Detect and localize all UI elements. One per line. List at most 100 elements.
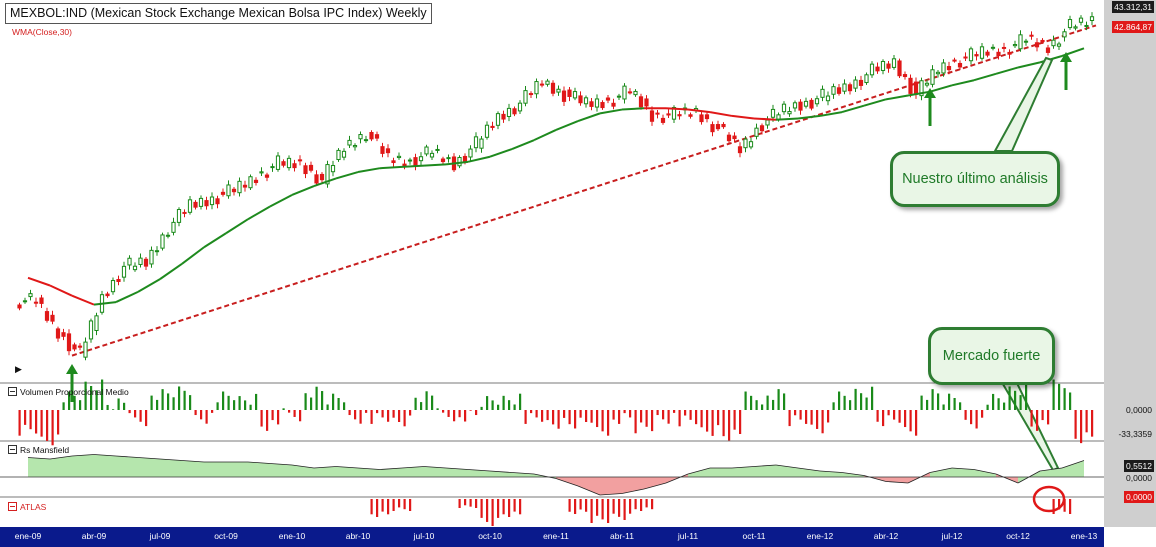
atlas-bar (409, 499, 412, 511)
x-tick-label: jul-09 (149, 531, 171, 541)
atlas-panel-label[interactable]: ATLAS (8, 502, 46, 512)
mansfield-line-segment (357, 467, 381, 470)
atlas-bar (1069, 499, 1072, 514)
candle-body (220, 191, 226, 195)
candle-body (957, 62, 963, 68)
volume-bar (843, 395, 846, 410)
mansfield-line-segment (511, 472, 535, 475)
mansfield-area-segment (358, 468, 380, 477)
candle-body (891, 58, 897, 68)
mansfield-line-segment (269, 463, 293, 466)
candle-body (660, 117, 666, 123)
wma-line-segment (995, 66, 1019, 75)
wma-indicator-label: WMA(Close,30) (12, 27, 72, 37)
mansfield-area-segment (622, 477, 644, 494)
candle-body (424, 146, 429, 155)
candle-body (715, 124, 721, 130)
candle-body (198, 197, 204, 207)
candle-body (732, 135, 737, 140)
volume-bar (739, 410, 742, 434)
atlas-bar (370, 499, 373, 515)
volume-bar (1025, 384, 1028, 410)
mansfield-line-segment (93, 454, 117, 457)
volume-bar (695, 410, 698, 425)
arrow-head-icon (924, 88, 936, 98)
candle-body (759, 125, 765, 132)
atlas-bar (475, 499, 478, 508)
mansfield-line-segment (71, 454, 95, 457)
atlas-bar (502, 499, 505, 515)
volume-bar (409, 410, 412, 416)
candle-body (611, 102, 616, 107)
volume-bar (425, 391, 428, 410)
volume-bar (997, 398, 1000, 410)
mansfield-line-segment (159, 458, 183, 461)
volume-bar (266, 410, 269, 431)
play-icon[interactable]: ▶ (15, 364, 22, 374)
mansfield-area-segment (468, 469, 490, 477)
collapse-icon[interactable] (8, 502, 17, 511)
wma-line-segment (885, 94, 909, 101)
wma-line-segment (753, 117, 777, 121)
atlas-tag-top: 0,0000 (1124, 491, 1154, 503)
wma-line-segment (1017, 61, 1041, 69)
volume-bar (717, 410, 720, 426)
candle-body (990, 46, 996, 49)
mansfield-line-segment (753, 464, 777, 467)
candle-body (726, 134, 732, 142)
wma-line-segment (313, 177, 337, 187)
candle-body (407, 159, 413, 162)
wma-line-segment (335, 171, 359, 180)
volume-bar (222, 391, 225, 410)
volume-bar (414, 397, 417, 410)
mansfield-line-segment (973, 469, 997, 475)
volume-bar (150, 395, 153, 410)
wma-line-segment (137, 278, 161, 293)
volume-bar (35, 410, 38, 434)
candle-body (825, 95, 831, 102)
volume-bar (233, 400, 236, 410)
volume-bar (860, 393, 863, 410)
wma-line-segment (775, 117, 799, 121)
callout-mercado-fuerte: Mercado fuerte (928, 327, 1055, 385)
collapse-icon[interactable] (8, 445, 17, 454)
atlas-bar (1058, 499, 1061, 510)
mansfield-line-segment (599, 493, 623, 496)
volume-bar (942, 404, 945, 410)
atlas-bar (579, 499, 582, 510)
candle-body (50, 314, 55, 322)
volume-bar (1047, 410, 1050, 425)
volume-bar (260, 410, 263, 427)
volume-bar (321, 391, 324, 410)
chart-title: MEXBOL:IND (Mexican Stock Exchange Mexic… (5, 3, 432, 24)
volume-bar (838, 391, 841, 410)
volume-bar (216, 402, 219, 410)
mansfield-area-segment (952, 468, 974, 477)
mansfield-area-segment (1062, 460, 1084, 477)
wma-line-segment (93, 301, 117, 306)
volume-bar (337, 398, 340, 410)
volume-bar (18, 410, 21, 436)
collapse-icon[interactable] (8, 387, 17, 396)
candle-body (457, 156, 462, 167)
volume-bar (46, 410, 49, 441)
volume-bar (915, 410, 918, 436)
mansfield-area-segment (644, 477, 666, 489)
volume-bar (607, 410, 610, 436)
mansfield-line-segment (665, 473, 689, 484)
volume-bar (1063, 388, 1066, 410)
atlas-bar (590, 499, 593, 523)
volume-bar (183, 390, 186, 410)
atlas-bar (596, 499, 599, 516)
volume-bar (618, 410, 621, 424)
volume-bar (948, 393, 951, 410)
volume-panel-label[interactable]: Volumen Proporcional Medio (8, 387, 129, 397)
candle-body (165, 234, 171, 237)
volume-bar (68, 391, 71, 410)
candle-body (644, 98, 649, 107)
mansfield-area-segment (94, 454, 116, 477)
mansfield-line-segment (181, 460, 205, 463)
mansfield-panel-label[interactable]: Rs Mansfield (8, 445, 69, 455)
candle-body (572, 91, 578, 99)
